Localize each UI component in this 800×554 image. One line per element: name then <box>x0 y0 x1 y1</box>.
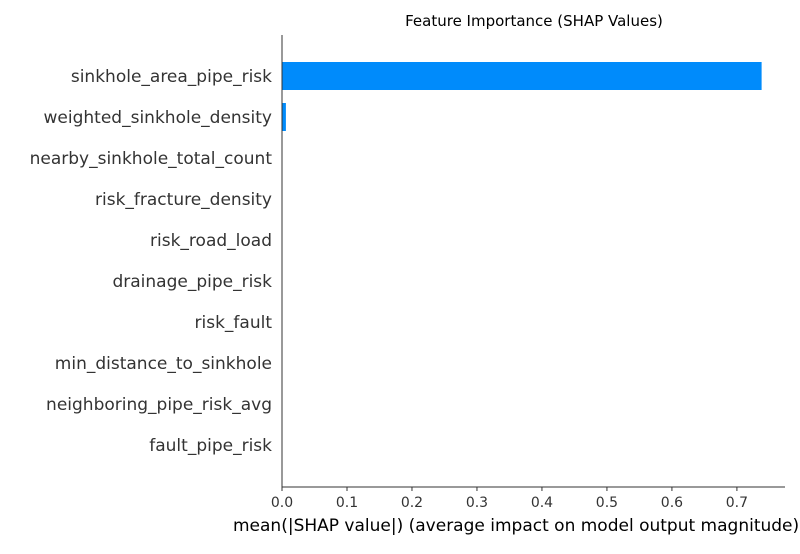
feature-label: risk_fault <box>195 313 273 333</box>
feature-label: weighted_sinkhole_density <box>44 108 272 128</box>
feature-labels: sinkhole_area_pipe_risk weighted_sinkhole… <box>30 67 273 456</box>
x-tick-label: 0.6 <box>661 495 683 511</box>
feature-label: drainage_pipe_risk <box>112 272 272 292</box>
bar-weighted-sinkhole-density <box>282 103 286 131</box>
feature-label: neighboring_pipe_risk_avg <box>46 395 272 415</box>
feature-label: min_distance_to_sinkhole <box>55 354 272 374</box>
feature-label: fault_pipe_risk <box>149 436 272 456</box>
x-tick-label: 0.1 <box>336 495 358 511</box>
feature-label: nearby_sinkhole_total_count <box>30 149 273 169</box>
feature-label: risk_fracture_density <box>95 190 272 210</box>
x-tick-label: 0.0 <box>271 495 293 511</box>
x-tick-label: 0.4 <box>531 495 553 511</box>
bars-layer <box>282 62 762 131</box>
x-axis-label: mean(|SHAP value|) (average impact on mo… <box>233 516 799 536</box>
x-tick-label: 0.7 <box>726 495 748 511</box>
chart-title: Feature Importance (SHAP Values) <box>405 12 663 30</box>
x-tick-label: 0.3 <box>466 495 488 511</box>
feature-label: risk_road_load <box>150 231 272 251</box>
x-axis-ticks: 0.0 0.1 0.2 0.3 0.4 0.5 0.6 0.7 <box>271 487 748 511</box>
x-tick-label: 0.5 <box>596 495 618 511</box>
feature-label: sinkhole_area_pipe_risk <box>71 67 272 87</box>
bar-sinkhole-area-pipe-risk <box>282 62 762 90</box>
x-tick-label: 0.2 <box>401 495 423 511</box>
